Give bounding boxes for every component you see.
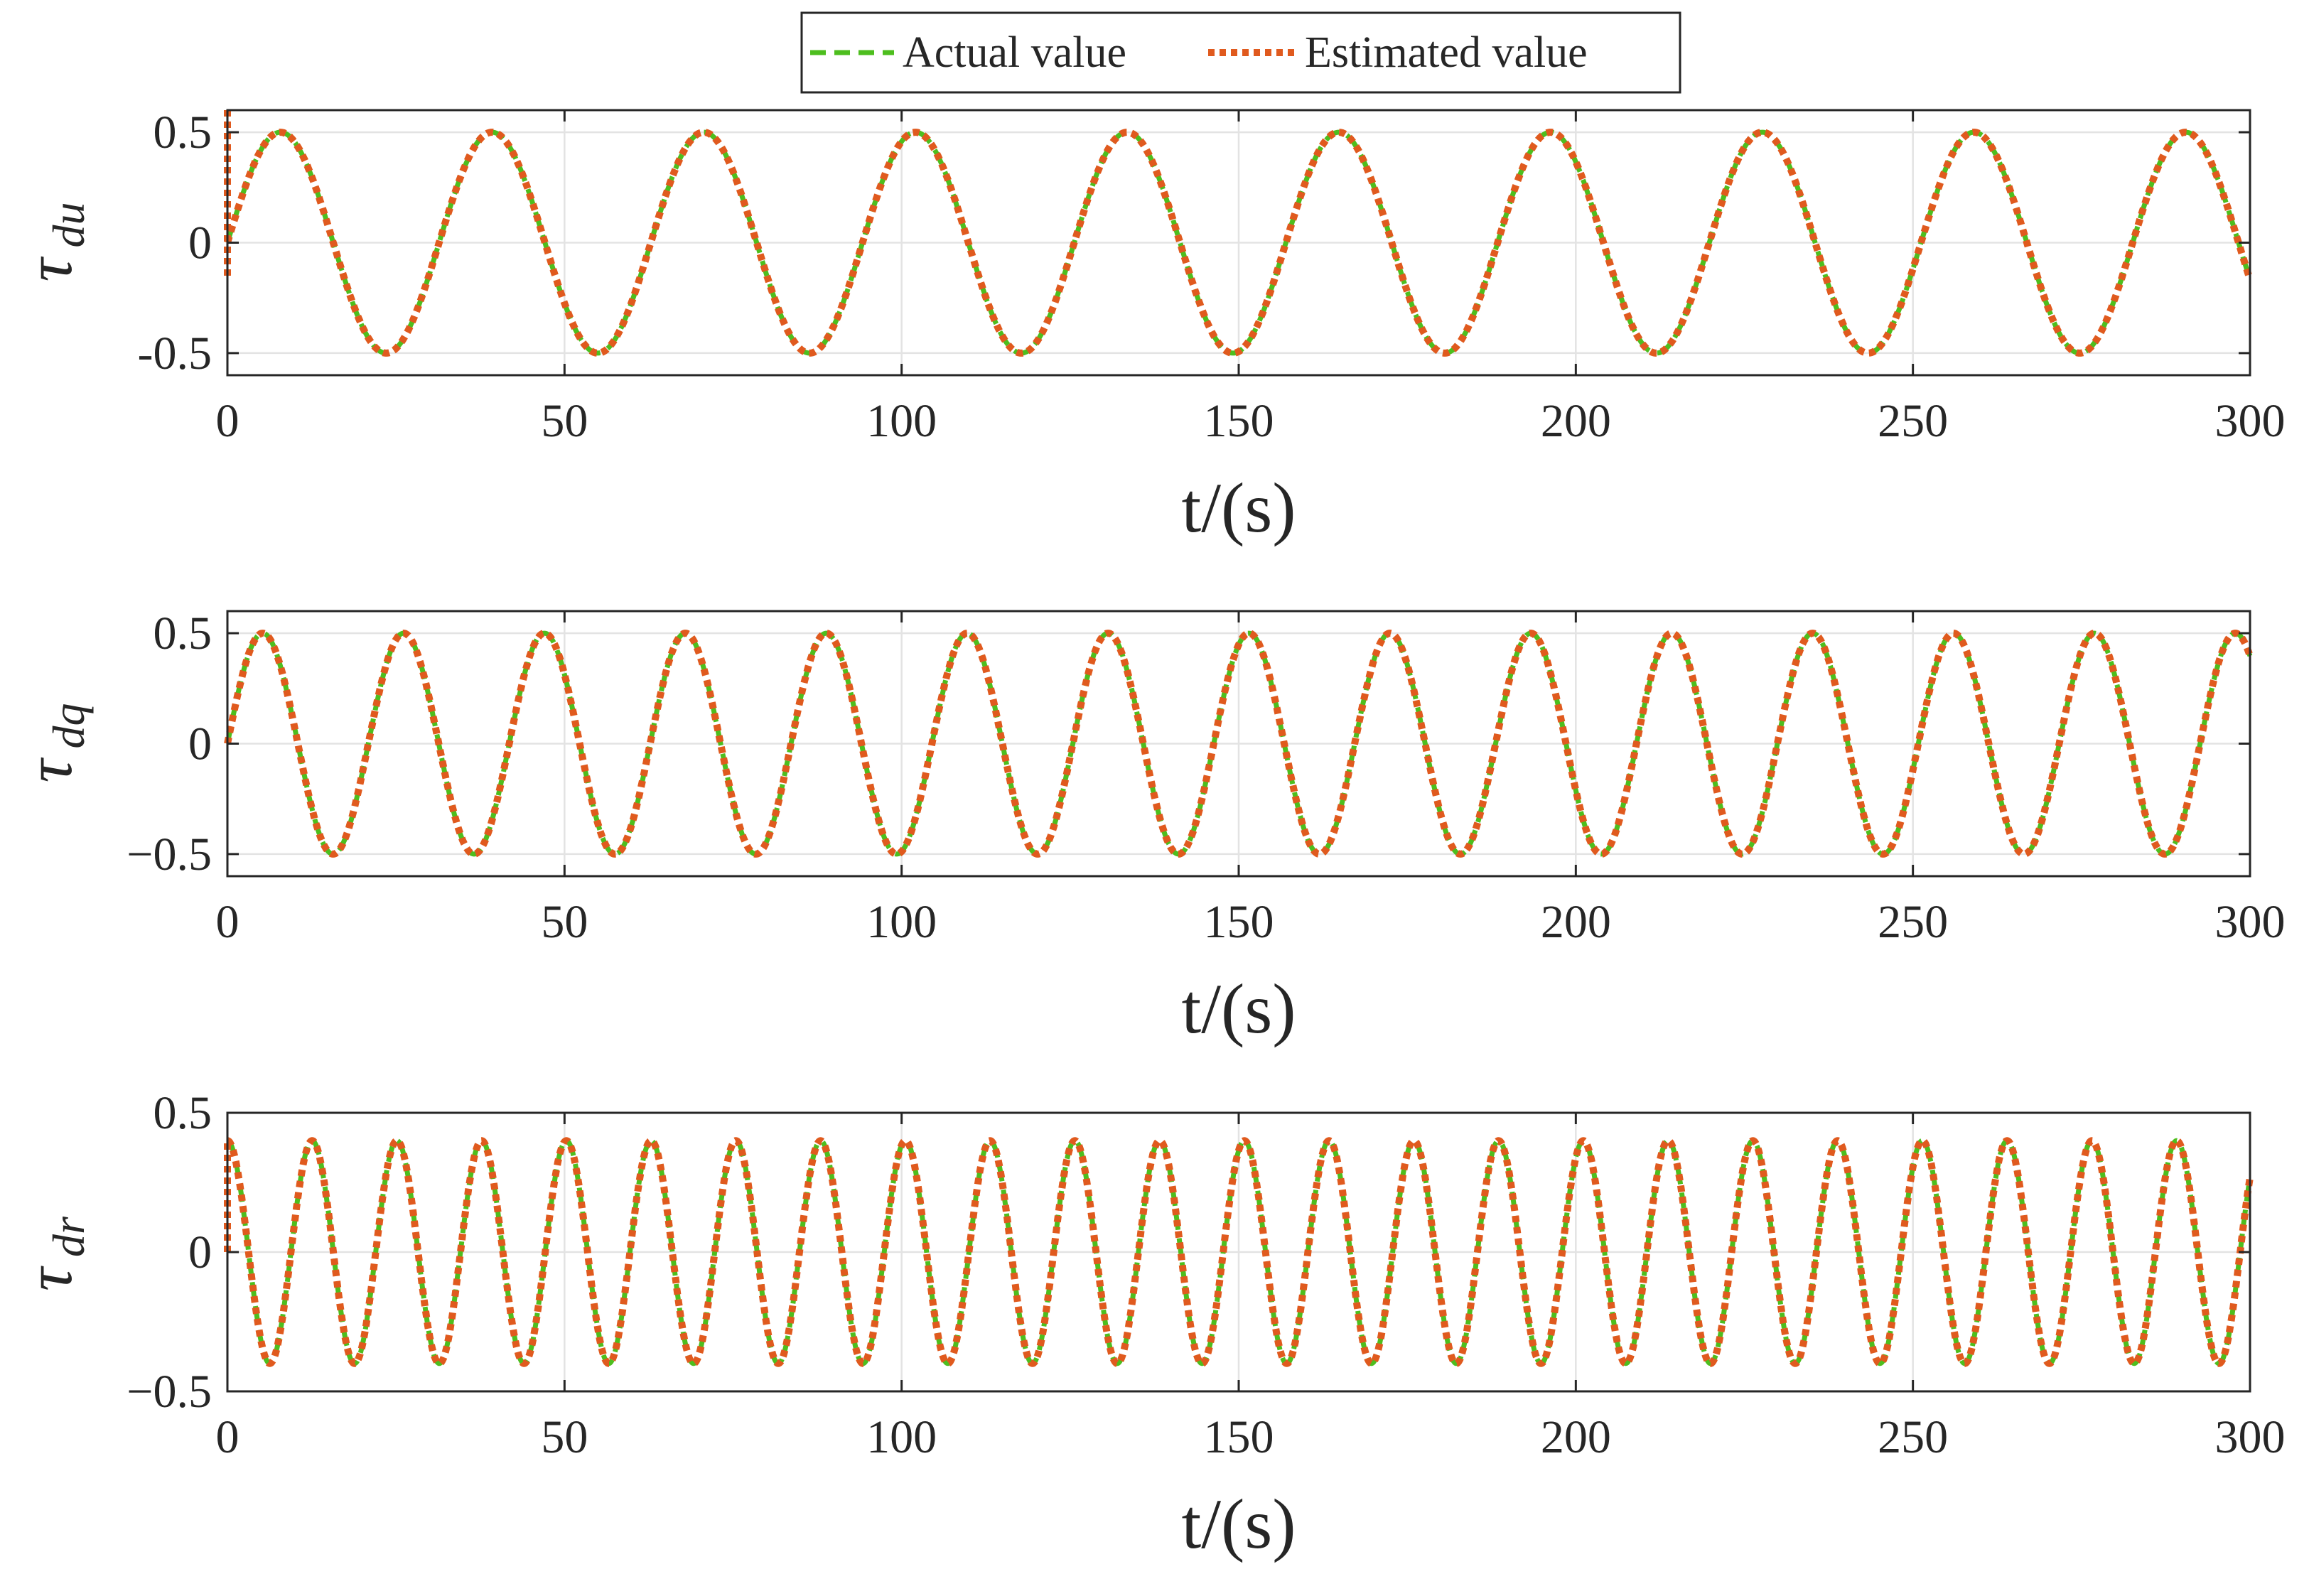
y-ticks-2: −0.5 0 0.5 <box>127 608 2250 880</box>
y-tick-label: −0.5 <box>127 829 212 880</box>
x-ticks-3: 0 50 100 150 200 250 300 <box>216 1113 2286 1463</box>
y-ticks-3: −0.5 0 0.5 <box>127 1087 2250 1418</box>
x-tick-label: 250 <box>1878 395 1948 447</box>
y-axis-label-1-sub: du <box>43 203 94 248</box>
subplot-tau-du: 0 50 100 150 200 250 300 -0.500.5 τ du t/(s) <box>13 107 2286 547</box>
x-tick-label: 50 <box>541 896 588 948</box>
y-tick-label: 0 <box>188 217 212 269</box>
x-tick-label: 0 <box>216 1411 239 1463</box>
x-tick-label: 250 <box>1878 896 1948 948</box>
y-axis-label-3: τ dr <box>13 1216 94 1291</box>
y-tick-label: 0.5 <box>154 608 212 659</box>
x-tick-label: 300 <box>2215 1411 2286 1463</box>
x-axis-label-2: t/(s) <box>1181 969 1296 1048</box>
x-tick-label: 200 <box>1541 395 1611 447</box>
y-tick-label: -0.5 <box>138 328 212 379</box>
y-ticks-1: -0.5 0 0.5 <box>138 107 2250 379</box>
x-tick-label: 50 <box>541 1411 588 1463</box>
subplot-tau-dq: 0 50 100 150 200 250 300 −0.500.5 τ dq t/(s) <box>13 608 2286 1048</box>
x-tick-label: 200 <box>1541 1411 1611 1463</box>
subplot-tau-dr: 0 50 100 150 200 250 300 −0.500.5 τ dr t/(s) <box>13 1087 2286 1563</box>
y-tick-label: 0 <box>188 1226 212 1278</box>
x-tick-label: 50 <box>541 395 588 447</box>
y-axis-label-3-main: τ <box>13 1266 85 1291</box>
x-tick-label: 100 <box>866 395 937 447</box>
y-axis-label-2: τ dq <box>13 703 94 783</box>
y-axis-label-2-sub: dq <box>43 703 94 749</box>
x-axis-label-1: t/(s) <box>1181 468 1296 547</box>
x-tick-label: 150 <box>1204 395 1274 447</box>
x-tick-label: 150 <box>1204 1411 1274 1463</box>
y-tick-label: 0 <box>188 718 212 770</box>
legend-label-estimated: Estimated value <box>1305 28 1588 77</box>
x-tick-label: 100 <box>866 896 937 948</box>
y-tick-label: 0.5 <box>154 107 212 158</box>
legend: Actual value Estimated value <box>800 11 1681 94</box>
x-tick-label: 150 <box>1204 896 1274 948</box>
legend-box <box>800 11 1681 94</box>
x-ticks-2: 0 50 100 150 200 250 300 <box>216 611 2286 948</box>
series-estimated-2 <box>224 630 2254 858</box>
x-ticks-1: 0 50 100 150 200 250 300 <box>216 110 2286 447</box>
x-tick-label: 250 <box>1878 1411 1948 1463</box>
y-axis-label-2-main: τ <box>13 757 85 783</box>
y-axis-label-3-sub: dr <box>43 1216 94 1257</box>
x-tick-label: 0 <box>216 395 239 447</box>
grid-2 <box>226 611 2251 876</box>
y-tick-label: 0.5 <box>154 1087 212 1139</box>
x-tick-label: 200 <box>1541 896 1611 948</box>
y-axis-label-1-main: τ <box>13 257 85 282</box>
x-axis-label-3: t/(s) <box>1181 1484 1296 1563</box>
y-tick-label: −0.5 <box>127 1366 212 1418</box>
x-tick-label: 300 <box>2215 896 2286 948</box>
grid-1 <box>226 110 2251 375</box>
legend-label-actual: Actual value <box>903 28 1126 77</box>
x-tick-label: 100 <box>866 1411 937 1463</box>
x-tick-label: 300 <box>2215 395 2286 447</box>
x-tick-label: 0 <box>216 896 239 948</box>
y-axis-label-1: τ du <box>13 203 94 282</box>
